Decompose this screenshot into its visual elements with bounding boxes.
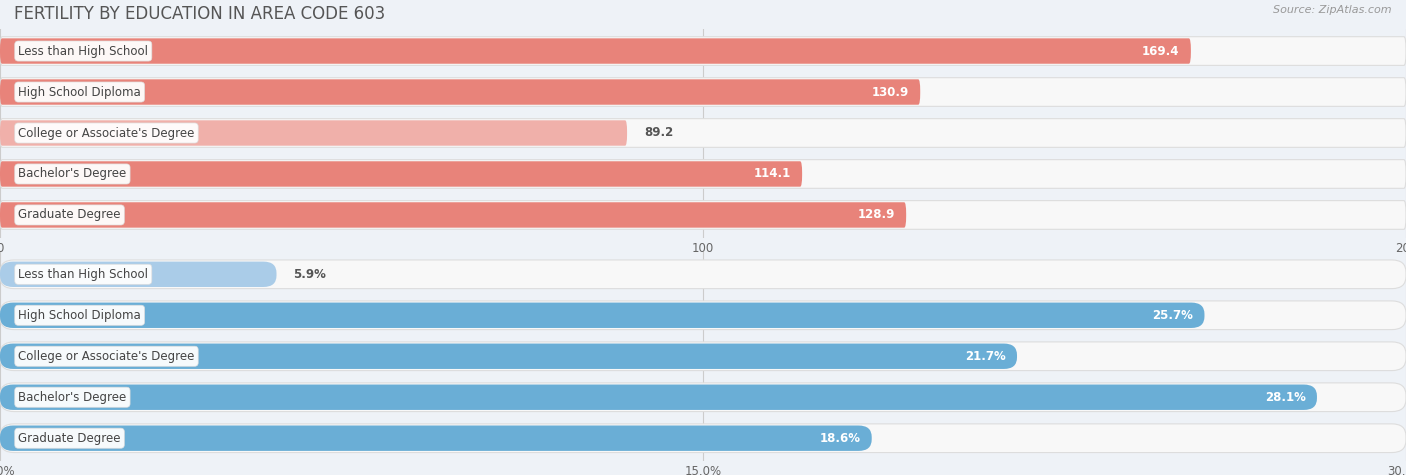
FancyBboxPatch shape [0,119,1406,147]
FancyBboxPatch shape [0,342,1406,370]
FancyBboxPatch shape [0,385,1317,410]
FancyBboxPatch shape [0,37,1406,66]
FancyBboxPatch shape [0,160,1406,188]
Text: 128.9: 128.9 [858,209,896,221]
FancyBboxPatch shape [0,200,1406,229]
Text: FERTILITY BY EDUCATION IN AREA CODE 603: FERTILITY BY EDUCATION IN AREA CODE 603 [14,5,385,23]
Text: 89.2: 89.2 [644,126,673,140]
FancyBboxPatch shape [0,383,1406,411]
FancyBboxPatch shape [0,343,1017,369]
Text: Less than High School: Less than High School [18,268,148,281]
Text: High School Diploma: High School Diploma [18,309,141,322]
FancyBboxPatch shape [0,426,872,451]
Text: 114.1: 114.1 [754,168,790,180]
Text: Bachelor's Degree: Bachelor's Degree [18,391,127,404]
Text: 18.6%: 18.6% [820,432,860,445]
Text: Bachelor's Degree: Bachelor's Degree [18,168,127,180]
FancyBboxPatch shape [0,202,907,228]
Text: 28.1%: 28.1% [1265,391,1306,404]
Text: High School Diploma: High School Diploma [18,86,141,98]
FancyBboxPatch shape [0,424,1406,453]
FancyBboxPatch shape [0,162,801,187]
Text: 5.9%: 5.9% [294,268,326,281]
FancyBboxPatch shape [0,78,1406,106]
FancyBboxPatch shape [0,38,1191,64]
FancyBboxPatch shape [0,260,1406,289]
Text: College or Associate's Degree: College or Associate's Degree [18,350,194,363]
Text: 21.7%: 21.7% [965,350,1005,363]
FancyBboxPatch shape [0,79,921,104]
Text: Graduate Degree: Graduate Degree [18,209,121,221]
Text: Less than High School: Less than High School [18,45,148,57]
Text: Graduate Degree: Graduate Degree [18,432,121,445]
FancyBboxPatch shape [0,301,1406,330]
FancyBboxPatch shape [0,262,277,287]
Text: College or Associate's Degree: College or Associate's Degree [18,126,194,140]
Text: 169.4: 169.4 [1142,45,1180,57]
FancyBboxPatch shape [0,120,627,146]
FancyBboxPatch shape [0,303,1205,328]
Text: 25.7%: 25.7% [1153,309,1194,322]
Text: Source: ZipAtlas.com: Source: ZipAtlas.com [1274,5,1392,15]
Text: 130.9: 130.9 [872,86,910,98]
